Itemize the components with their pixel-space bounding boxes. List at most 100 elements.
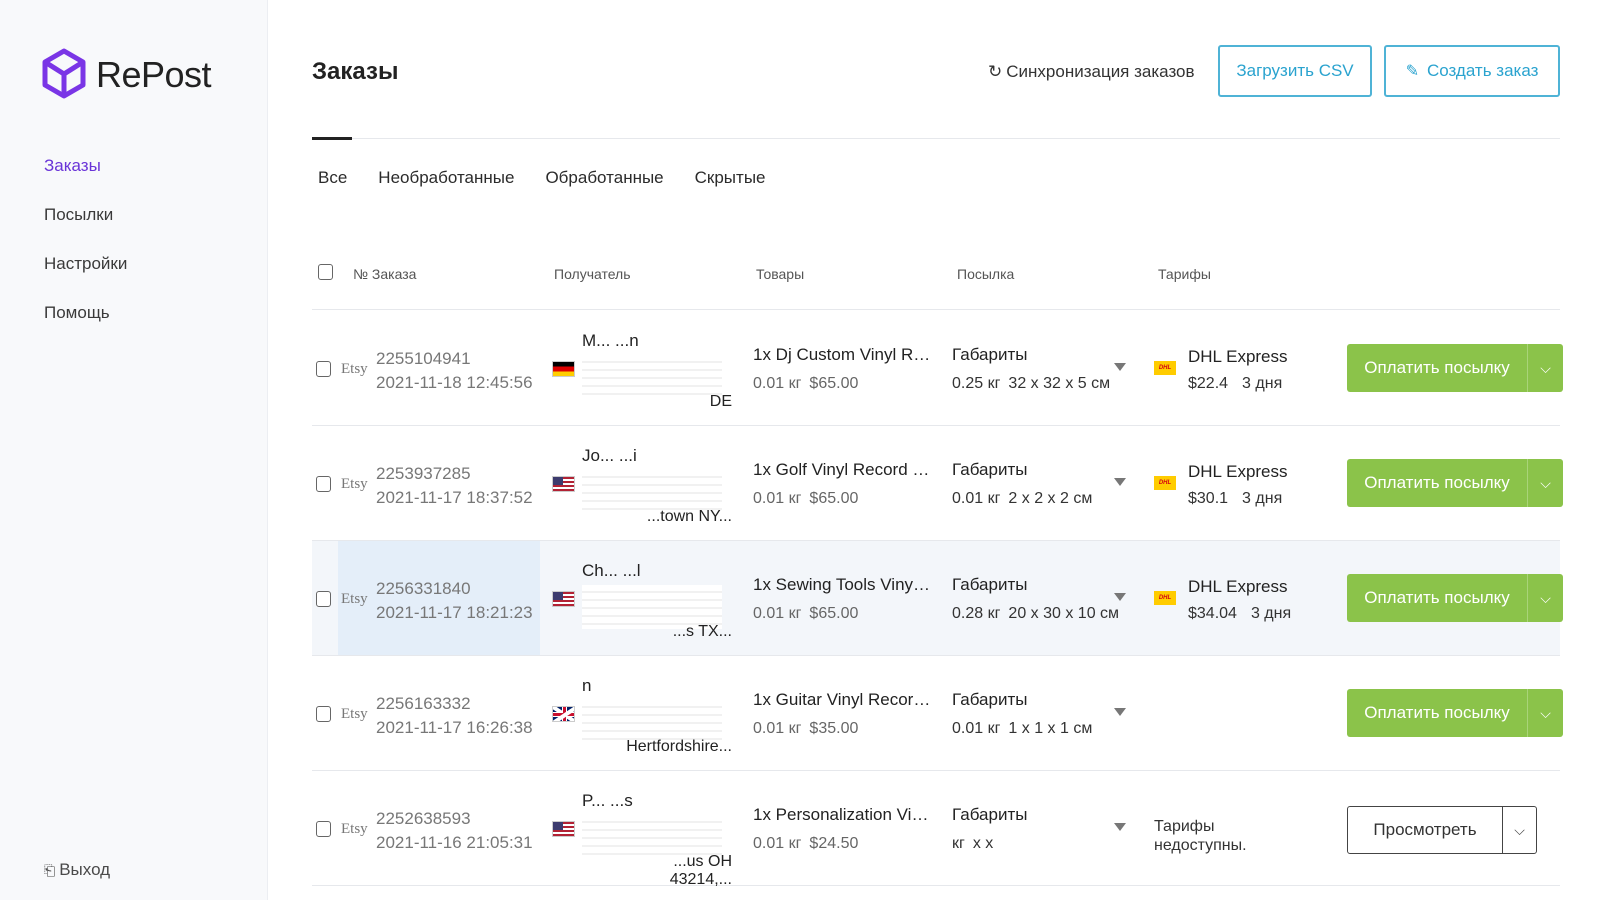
order-date: 2021-11-17 18:37:52 xyxy=(376,488,533,507)
table-row: Etsy 2256163332 2021-11-17 16:26:38 n He… xyxy=(312,656,1563,771)
column-tariffs[interactable]: Тарифы xyxy=(1158,266,1211,282)
caret-down-icon[interactable] xyxy=(1114,478,1126,486)
order-id[interactable]: 2255104941 xyxy=(376,349,471,368)
parcel-label: Габариты xyxy=(952,805,1028,824)
pay-parcel-button[interactable]: Оплатить посылку ⌵ xyxy=(1347,689,1563,737)
recipient-name: P... ...s xyxy=(582,791,633,810)
row-checkbox[interactable] xyxy=(316,476,331,492)
caret-down-icon[interactable] xyxy=(1114,363,1126,371)
order-id[interactable]: 2256331840 xyxy=(376,579,471,598)
recipient-address: ...s TX... xyxy=(672,623,732,640)
tariff-name: DHL Express xyxy=(1188,462,1288,481)
tabs-divider xyxy=(312,138,1560,139)
order-date: 2021-11-17 16:26:38 xyxy=(376,718,533,737)
row-hover-highlight xyxy=(338,541,540,655)
pay-parcel-label: Оплатить посылку xyxy=(1364,358,1510,377)
product-name: 1x Sewing Tools Vinyl R... xyxy=(753,575,933,594)
order-id[interactable]: 2256163332 xyxy=(376,694,471,713)
order-source: Etsy xyxy=(341,476,368,492)
chevron-down-icon[interactable]: ⌵ xyxy=(1502,807,1536,853)
edit-icon: ✎ xyxy=(1405,63,1419,80)
chevron-down-icon[interactable]: ⌵ xyxy=(1527,344,1563,392)
column-recipient[interactable]: Получатель xyxy=(554,266,631,282)
tariffs-unavailable: Тарифы недоступны. xyxy=(1154,818,1247,854)
order-id[interactable]: 2253937285 xyxy=(376,464,471,483)
sidebar-item-help[interactable]: Помощь xyxy=(44,303,110,322)
sidebar-item-settings[interactable]: Настройки xyxy=(44,254,128,273)
create-order-button[interactable]: ✎ Создать заказ xyxy=(1384,45,1560,97)
view-order-button[interactable]: Просмотреть ⌵ xyxy=(1347,806,1537,854)
product-price: $24.50 xyxy=(809,835,859,852)
table-row: Etsy 2253937285 2021-11-17 18:37:52 Jo..… xyxy=(312,426,1563,541)
order-date: 2021-11-17 18:21:23 xyxy=(376,603,533,622)
logout-label: Выход xyxy=(59,860,111,879)
logout-link[interactable]: ⎗ Выход xyxy=(44,860,110,880)
logo-icon xyxy=(42,48,86,99)
logo-text: RePost xyxy=(96,54,212,95)
recipient-address: ...us OH 43214,... xyxy=(669,853,732,888)
logo[interactable]: RePost xyxy=(42,48,212,102)
tab-unprocessed[interactable]: Необработанные xyxy=(378,168,515,187)
row-checkbox[interactable] xyxy=(316,706,331,722)
view-order-label: Просмотреть xyxy=(1373,820,1477,839)
usa-flag-icon xyxy=(552,821,575,837)
row-checkbox[interactable] xyxy=(316,591,331,607)
caret-down-icon[interactable] xyxy=(1114,708,1126,716)
product-name: 1x Golf Vinyl Record 12 ... xyxy=(753,460,933,479)
product-price: $35.00 xyxy=(809,720,859,737)
column-order-number[interactable]: № Заказа xyxy=(353,266,417,282)
tab-processed[interactable]: Обработанные xyxy=(545,168,664,187)
product-name: 1x Dj Custom Vinyl Rec... xyxy=(753,345,933,364)
pay-parcel-button[interactable]: Оплатить посылку ⌵ xyxy=(1347,459,1563,507)
column-products[interactable]: Товары xyxy=(756,266,805,282)
parcel-meta: 0.01 кг 2 x 2 x 2 см xyxy=(952,490,1100,508)
refresh-icon: ↻ xyxy=(988,62,1003,81)
parcel-label: Габариты xyxy=(952,690,1028,709)
tariff-price: $34.04 xyxy=(1188,605,1237,622)
tab-hidden[interactable]: Скрытые xyxy=(694,168,766,187)
pay-parcel-label: Оплатить посылку xyxy=(1364,473,1510,492)
chevron-down-icon[interactable]: ⌵ xyxy=(1527,459,1563,507)
germany-flag-icon xyxy=(552,361,575,377)
product-price: $65.00 xyxy=(809,375,859,392)
table-row: Etsy 2256331840 2021-11-17 18:21:23 Ch..… xyxy=(312,541,1563,656)
upload-csv-button[interactable]: Загрузить CSV xyxy=(1218,45,1372,97)
product-name: 1x Guitar Vinyl Record 1... xyxy=(753,690,933,709)
product-weight: 0.01 кг xyxy=(753,605,802,622)
tariff-meta: $22.4 3 дня xyxy=(1188,375,1296,393)
parcel-dims: x x xyxy=(972,835,994,852)
recipient-name: n xyxy=(582,676,592,695)
select-all-checkbox[interactable] xyxy=(318,264,333,280)
table-header: № Заказа Получатель Товары Посылка Тариф… xyxy=(312,260,1560,310)
chevron-down-icon[interactable]: ⌵ xyxy=(1527,689,1563,737)
parcel-label: Габариты xyxy=(952,345,1028,364)
table-row: Etsy 2252638593 2021-11-16 21:05:31 P...… xyxy=(312,771,1560,888)
product-name: 1x Personalization Vinyl... xyxy=(753,805,933,824)
dhl-logo-icon: DHL xyxy=(1154,591,1176,605)
chevron-down-icon[interactable]: ⌵ xyxy=(1527,574,1563,622)
recipient-name: Jo... ...i xyxy=(582,446,637,465)
recipient-address: ...town NY... xyxy=(646,508,732,525)
parcel-meta: 0.01 кг 1 x 1 x 1 см xyxy=(952,720,1100,738)
recipient-address-redacted xyxy=(582,700,722,744)
pay-parcel-button[interactable]: Оплатить посылку ⌵ xyxy=(1347,344,1563,392)
row-checkbox[interactable] xyxy=(316,821,331,837)
recipient-address-redacted xyxy=(582,585,722,629)
row-checkbox[interactable] xyxy=(316,361,331,377)
pay-parcel-button[interactable]: Оплатить посылку ⌵ xyxy=(1347,574,1563,622)
usa-flag-icon xyxy=(552,591,575,607)
tab-all[interactable]: Все xyxy=(318,168,348,187)
caret-down-icon[interactable] xyxy=(1114,823,1126,831)
parcel-dims: 2 x 2 x 2 см xyxy=(1008,490,1093,507)
pay-parcel-label: Оплатить посылку xyxy=(1364,703,1510,722)
product-meta: 0.01 кг $35.00 xyxy=(753,720,866,738)
sync-orders-button[interactable]: ↻ Синхронизация заказов xyxy=(988,62,1195,82)
product-weight: 0.01 кг xyxy=(753,720,802,737)
column-parcel[interactable]: Посылка xyxy=(957,266,1015,282)
sidebar-item-parcels[interactable]: Посылки xyxy=(44,205,114,224)
dhl-logo-icon: DHL xyxy=(1154,361,1176,375)
caret-down-icon[interactable] xyxy=(1114,593,1126,601)
order-id[interactable]: 2252638593 xyxy=(376,809,471,828)
sidebar: RePost Заказы Посылки Настройки Помощь ⎗… xyxy=(0,0,268,900)
sidebar-item-orders[interactable]: Заказы xyxy=(44,156,101,175)
